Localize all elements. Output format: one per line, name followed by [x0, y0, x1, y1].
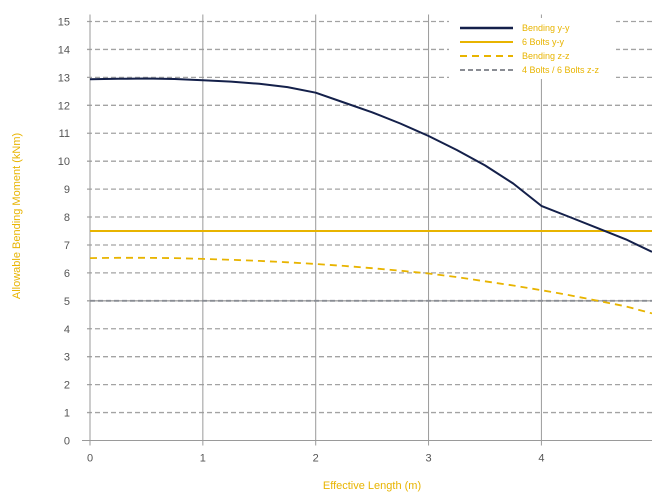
y-tick-label: 14: [58, 44, 70, 56]
y-tick-label: 4: [64, 324, 70, 336]
legend-entry: Bending z-z: [522, 51, 570, 61]
y-tick-label: 3: [64, 352, 70, 364]
legend-entry: 6 Bolts y-y: [522, 37, 565, 47]
x-axis-ticks: 0 1 2 3 4: [87, 453, 545, 465]
series-line-0: [89, 77, 652, 253]
x-tick-label: 0: [87, 453, 93, 465]
y-tick-label: 2: [64, 380, 70, 392]
series-lines: [89, 77, 652, 315]
y-tick-label: 13: [58, 72, 70, 84]
x-axis-label: Effective Length (m): [323, 480, 421, 492]
series-line-2: [89, 256, 652, 315]
legend-entry: Bending y-y: [522, 23, 570, 33]
y-tick-label: 11: [59, 128, 70, 140]
x-tick-label: 2: [313, 453, 319, 465]
y-tick-label: 0: [64, 436, 70, 448]
y-tick-label: 1: [64, 408, 70, 420]
y-tick-label: 9: [64, 184, 70, 196]
legend-entry: 4 Bolts / 6 Bolts z-z: [522, 65, 600, 75]
y-tick-label: 7: [64, 240, 70, 252]
y-tick-label: 8: [64, 212, 70, 224]
x-tick-label: 3: [425, 453, 431, 465]
grid: [82, 14, 652, 446]
y-tick-label: 6: [64, 268, 70, 280]
y-axis-label: Allowable Bending Moment (kNm): [11, 133, 23, 299]
y-tick-label: 10: [58, 156, 70, 168]
y-tick-label: 15: [58, 17, 70, 29]
legend: Bending y-y 6 Bolts y-y Bending z-z 4 Bolts…: [449, 18, 616, 79]
y-tick-label: 12: [58, 100, 70, 112]
x-tick-label: 1: [200, 453, 206, 465]
y-tick-label: 5: [64, 296, 70, 308]
x-tick-label: 4: [538, 453, 544, 465]
